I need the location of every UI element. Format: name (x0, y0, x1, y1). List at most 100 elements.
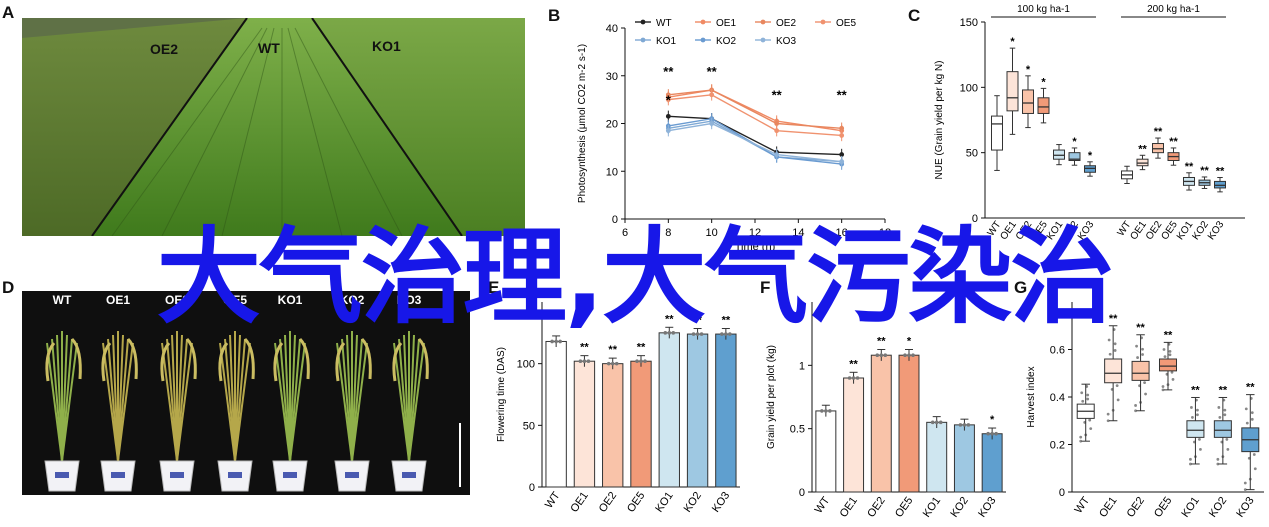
g-dot (1250, 417, 1254, 421)
f-dot (883, 353, 888, 357)
b-point-oe2 (774, 121, 780, 126)
panel-a-field-photo: OE2 WT KO1 (22, 18, 525, 236)
d-plant-label-ko1: KO1 (278, 293, 303, 307)
c-box-0-oe2-box (1022, 89, 1034, 114)
d-plant-label-ko3: KO3 (397, 293, 422, 307)
f-significance: ** (849, 358, 858, 370)
d-plant-label-wt: WT (53, 293, 72, 307)
e-x-tick-label: OE1 (568, 490, 590, 515)
g-y-tick-label: 0.6 (1050, 345, 1065, 357)
b-x-axis-label: Time (h) (735, 241, 776, 250)
g-y-tick-label: 0 (1059, 487, 1065, 499)
g-y-tick-label: 0.2 (1050, 440, 1065, 452)
e-significance: ** (608, 344, 617, 356)
e-dot (606, 361, 611, 366)
panel-a-letter: A (2, 3, 15, 22)
g-dot (1079, 439, 1083, 443)
panel-a-label-oe2: OE2 (150, 41, 178, 57)
b-point-oe5 (774, 128, 780, 134)
g-significance: ** (1109, 313, 1118, 325)
b-series-line-oe5 (668, 94, 842, 137)
b-x-tick-label: 16 (836, 227, 848, 239)
d-plant-stem (117, 342, 134, 462)
g-dot (1199, 447, 1202, 451)
b-y-tick-label: 20 (606, 119, 618, 131)
b-series-line-ko3 (668, 122, 842, 163)
g-dot (1144, 392, 1147, 396)
f-dot (879, 353, 884, 357)
b-significance: ** (837, 88, 848, 103)
b-y-tick-label: 10 (606, 166, 618, 178)
panel-a-label-wt: WT (258, 40, 280, 56)
c-significance: ** (1169, 136, 1178, 148)
f-dot (930, 420, 935, 425)
e-dot (720, 332, 724, 336)
b-point-oe2 (839, 125, 845, 131)
d-panicle (218, 342, 229, 382)
d-panicle (185, 337, 197, 380)
b-y-tick-label: 30 (606, 71, 618, 83)
panel-g-letter: G (1014, 278, 1028, 297)
panel-f-letter: F (760, 278, 771, 297)
b-x-tick-label: 8 (665, 227, 671, 239)
f-dot (903, 353, 907, 357)
f-dot (934, 420, 939, 425)
f-bar-ko1 (926, 421, 948, 493)
g-dot (1141, 353, 1144, 356)
d-plant-stem (176, 342, 193, 462)
g-significance: ** (1246, 382, 1255, 394)
d-panicle (335, 342, 346, 382)
panel-a-label-ko1: KO1 (372, 38, 401, 54)
e-dot (667, 331, 672, 335)
b-legend-label-ko1: KO1 (656, 36, 676, 47)
g-dot (1113, 342, 1117, 346)
g-dot (1190, 406, 1193, 409)
b-point-ko3 (665, 128, 671, 134)
d-panicle (392, 342, 403, 382)
f-x-tick-label: OE2 (865, 495, 887, 520)
b-point-oe5 (665, 97, 671, 103)
e-bar-oe1 (573, 360, 596, 488)
g-dot (1134, 404, 1137, 407)
g-dot (1086, 393, 1090, 397)
e-dot (635, 359, 639, 363)
c-significance: * (1010, 36, 1015, 48)
f-significance: * (907, 336, 912, 348)
e-bar-ko2 (686, 333, 709, 488)
b-series-line-wt (668, 115, 842, 156)
d-panicle (360, 337, 372, 380)
g-dot (1196, 413, 1199, 417)
g-dot (1079, 435, 1083, 439)
e-bar-ko1 (658, 332, 680, 488)
b-x-tick-label: 12 (749, 227, 761, 239)
c-box-1-ko3-box (1214, 180, 1226, 189)
e-dot (578, 359, 583, 363)
d-panicle (273, 342, 284, 382)
f-y-tick-label: 0 (799, 487, 805, 499)
b-point-oe5 (839, 133, 845, 138)
e-dot (691, 332, 696, 336)
f-bar-ko3 (981, 433, 1003, 493)
d-panicle (243, 337, 255, 380)
g-x-tick-label: KO1 (1179, 495, 1201, 520)
g-dot (1108, 352, 1112, 356)
e-dot (728, 332, 732, 336)
b-series-line-oe2 (668, 89, 842, 129)
d-plant-label-oe2: OE2 (165, 293, 189, 307)
g-dot (1161, 385, 1165, 388)
c-box-0-ko1-box (1053, 149, 1065, 160)
g-dot (1115, 384, 1119, 387)
e-dot (643, 359, 647, 363)
e-dot (663, 331, 668, 335)
c-significance: ** (1154, 126, 1163, 138)
g-dot (1168, 350, 1172, 353)
d-pot-decor (402, 472, 416, 478)
g-dot (1216, 462, 1220, 466)
b-legend-label-wt: WT (656, 18, 672, 29)
e-significance: ** (693, 315, 702, 327)
f-bar-ko2 (953, 424, 975, 493)
g-dot (1163, 355, 1167, 359)
b-legend-marker (820, 19, 826, 25)
g-dot (1106, 419, 1110, 423)
e-bar-oe2 (602, 363, 624, 488)
